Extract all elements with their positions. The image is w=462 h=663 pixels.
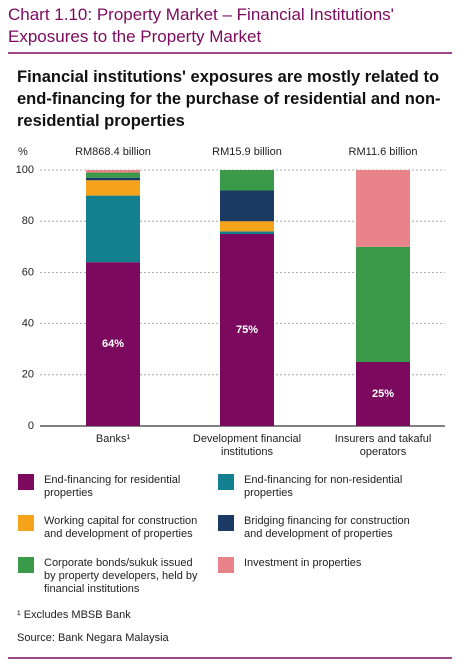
bar-total: RM15.9 billion (212, 146, 282, 158)
bar-total: RM868.4 billion (75, 146, 151, 158)
bar-segment (356, 362, 410, 426)
legend-label: Working capital for construction and dev… (44, 515, 198, 540)
legend-swatch (218, 474, 234, 490)
value-label: 25% (372, 388, 394, 400)
legend-label: End-financing for non-residential proper… (244, 474, 403, 499)
y-tick-label: 0 (28, 420, 34, 432)
x-tick-label: Development financial institutions (192, 433, 302, 458)
bar-segment (86, 195, 140, 263)
x-tick-label: Banks¹ (95, 433, 131, 445)
bar-segment (220, 190, 274, 222)
chart-subtitle: Financial institutions' exposures are mo… (17, 68, 441, 130)
bar-segment (86, 262, 140, 426)
legend-swatch (218, 557, 234, 573)
legend-swatch (18, 557, 34, 573)
bar-segment (220, 221, 274, 232)
bar-segment (86, 172, 140, 178)
chart-title: Chart 1.10: Property Market – Financial … (8, 5, 394, 46)
legend-label: End-financing for residential properties (44, 474, 181, 499)
legend-swatch (18, 474, 34, 490)
y-unit: % (18, 146, 28, 158)
footnote: ¹ Excludes MBSB Bank (17, 609, 131, 621)
y-tick-label: 20 (22, 369, 34, 381)
bar-segment (86, 170, 140, 173)
bar-segment (220, 234, 274, 426)
bar-segment (86, 180, 140, 196)
y-tick-label: 40 (22, 318, 34, 330)
bar-segment (356, 246, 410, 362)
bar-segment (356, 170, 410, 247)
bar-total: RM11.6 billion (349, 146, 418, 158)
legend-label: Bridging financing for construction and … (244, 515, 410, 540)
y-tick-label: 80 (22, 215, 34, 227)
legend-swatch (18, 515, 34, 531)
value-label: 64% (102, 338, 124, 350)
bar-segment (86, 177, 140, 181)
legend-label: Investment in properties (244, 557, 362, 569)
bar-segment (220, 170, 274, 191)
x-tick-label: Insurers and takaful operators (334, 433, 432, 458)
legend-swatch (218, 515, 234, 531)
y-tick-label: 60 (22, 266, 34, 278)
y-tick-label: 100 (16, 164, 34, 176)
value-label: 75% (236, 324, 258, 336)
source: Source: Bank Negara Malaysia (17, 632, 169, 644)
bar-segment (220, 231, 274, 234)
legend-label: Corporate bonds/sukuk issued by property… (44, 557, 198, 595)
